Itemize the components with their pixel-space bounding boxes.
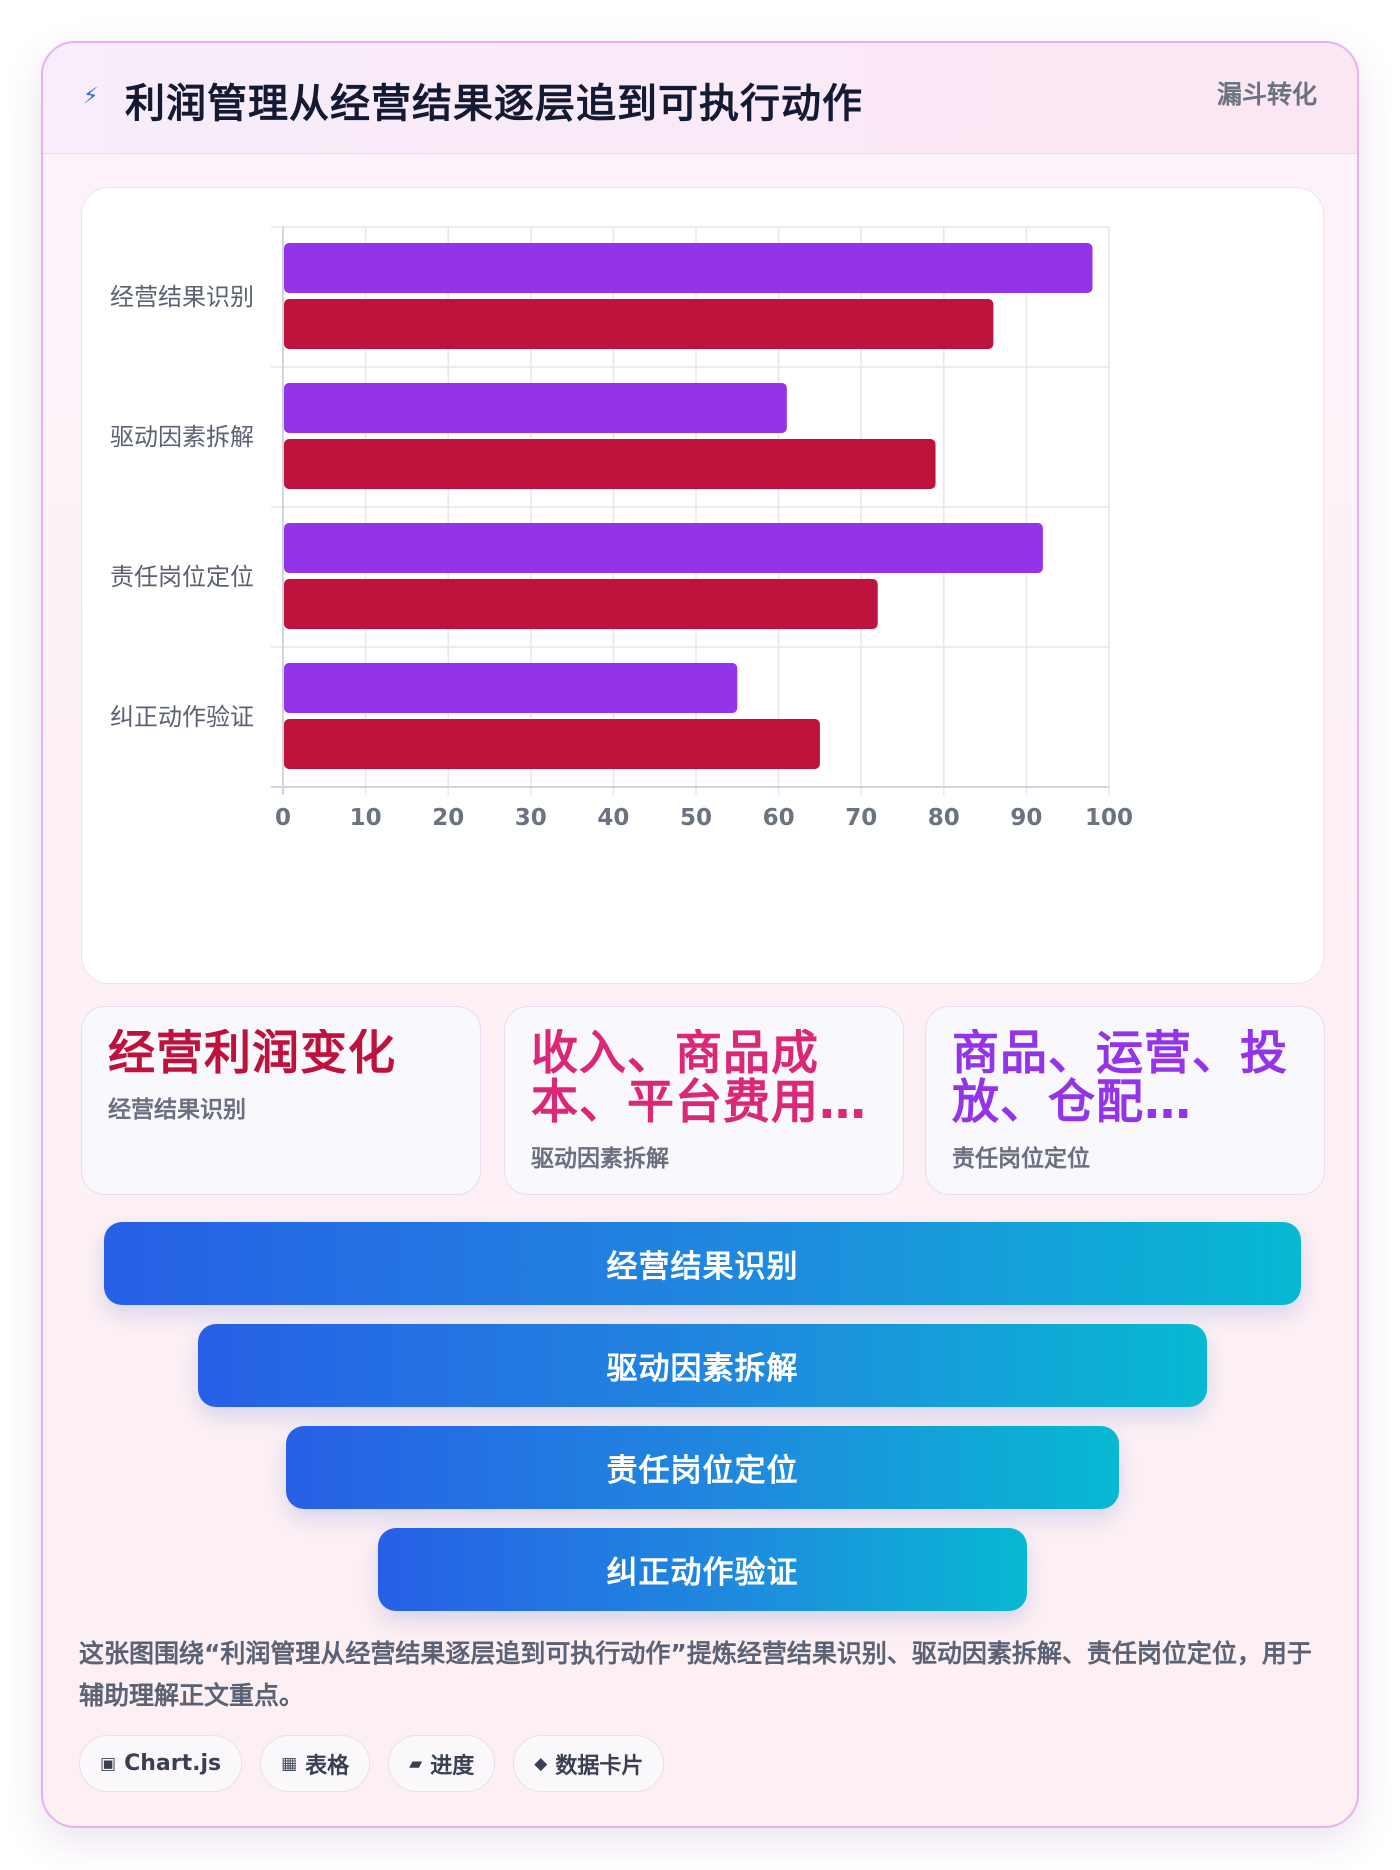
stat-card-3: 商品、运营、投放、仓配… 责任岗位定位 <box>925 1006 1325 1195</box>
chart-icon: ▣ <box>100 1753 117 1774</box>
chip-label: 表格 <box>305 1753 350 1779</box>
x-tick-label: 30 <box>515 805 547 831</box>
x-tick-label: 20 <box>432 805 464 831</box>
chart-panel: 0 10 20 30 40 50 60 70 80 90 100 经营结果识别 驱动因素拆解 责任岗位定位… <box>81 187 1324 984</box>
infographic-card: ⚡ 利润管理从经营结果逐层追到可执行动作 漏斗转化 0 10 20 30 40 50 60 7… <box>41 41 1359 1828</box>
bar <box>284 523 1043 573</box>
x-tick-label: 40 <box>597 805 629 831</box>
chip-table[interactable]: ▦ 表格 <box>260 1735 371 1792</box>
stat-value: 收入、商品成本、平台费用… <box>531 1029 867 1127</box>
stat-card-1: 经营利润变化 经营结果识别 <box>81 1006 481 1195</box>
bar-chart: 0 10 20 30 40 50 60 70 80 90 100 经营结果识别驱动因素拆解责任岗位定位… <box>110 226 1133 831</box>
funnel-stage-2: 驱动因素拆解 <box>198 1324 1207 1407</box>
page-title: 利润管理从经营结果逐层追到可执行动作 <box>125 81 863 127</box>
x-tick-label: 90 <box>1010 805 1042 831</box>
chip-data-card[interactable]: ◆ 数据卡片 <box>513 1735 665 1792</box>
x-tick-label: 60 <box>763 805 795 831</box>
stat-card-2: 收入、商品成本、平台费用… 驱动因素拆解 <box>504 1006 904 1195</box>
y-category-label: 纠正动作验证 <box>110 703 254 731</box>
funnel-stage-3: 责任岗位定位 <box>286 1426 1119 1509</box>
data-card-icon: ◆ <box>534 1753 548 1774</box>
lightning-icon: ⚡ <box>83 84 99 109</box>
x-tick-label: 50 <box>680 805 712 831</box>
stat-label: 驱动因素拆解 <box>531 1146 669 1172</box>
stat-label: 经营结果识别 <box>108 1097 246 1123</box>
x-tick-label: 70 <box>845 805 877 831</box>
card-header: ⚡ 利润管理从经营结果逐层追到可执行动作 漏斗转化 <box>43 43 1357 154</box>
y-category-label: 驱动因素拆解 <box>110 423 254 451</box>
stat-label: 责任岗位定位 <box>952 1146 1090 1172</box>
bar <box>284 299 994 349</box>
funnel-stage-1: 经营结果识别 <box>104 1222 1301 1305</box>
bar <box>284 579 878 629</box>
stat-value: 商品、运营、投放、仓配… <box>952 1029 1288 1127</box>
bar <box>284 243 1093 293</box>
x-tick-label: 100 <box>1085 805 1133 831</box>
chip-chartjs[interactable]: ▣ Chart.js <box>79 1735 243 1792</box>
progress-icon: ▰ <box>409 1753 423 1774</box>
y-category-label: 责任岗位定位 <box>110 563 254 591</box>
bar <box>284 663 738 713</box>
stat-value: 经营利润变化 <box>108 1029 396 1078</box>
y-category-label: 经营结果识别 <box>110 283 254 311</box>
bar <box>284 439 936 489</box>
bar <box>284 383 787 433</box>
bar <box>284 719 820 769</box>
x-tick-label: 10 <box>350 805 382 831</box>
category-tag: 漏斗转化 <box>1216 80 1317 109</box>
chip-label: 数据卡片 <box>555 1753 644 1779</box>
chip-label: Chart.js <box>124 1751 222 1776</box>
x-tick-label: 0 <box>275 805 291 831</box>
tool-chips: ▣ Chart.js ▦ 表格 ▰ 进度 ◆ 数据卡片 <box>79 1735 665 1792</box>
chip-label: 进度 <box>430 1753 475 1779</box>
chip-progress[interactable]: ▰ 进度 <box>388 1735 496 1792</box>
caption-text: 这张图围绕“利润管理从经营结果逐层追到可执行动作”提炼经营结果识别、驱动因素拆解… <box>79 1639 1312 1710</box>
table-icon: ▦ <box>281 1753 298 1774</box>
funnel-stage-4: 纠正动作验证 <box>378 1528 1027 1611</box>
x-tick-label: 80 <box>928 805 960 831</box>
